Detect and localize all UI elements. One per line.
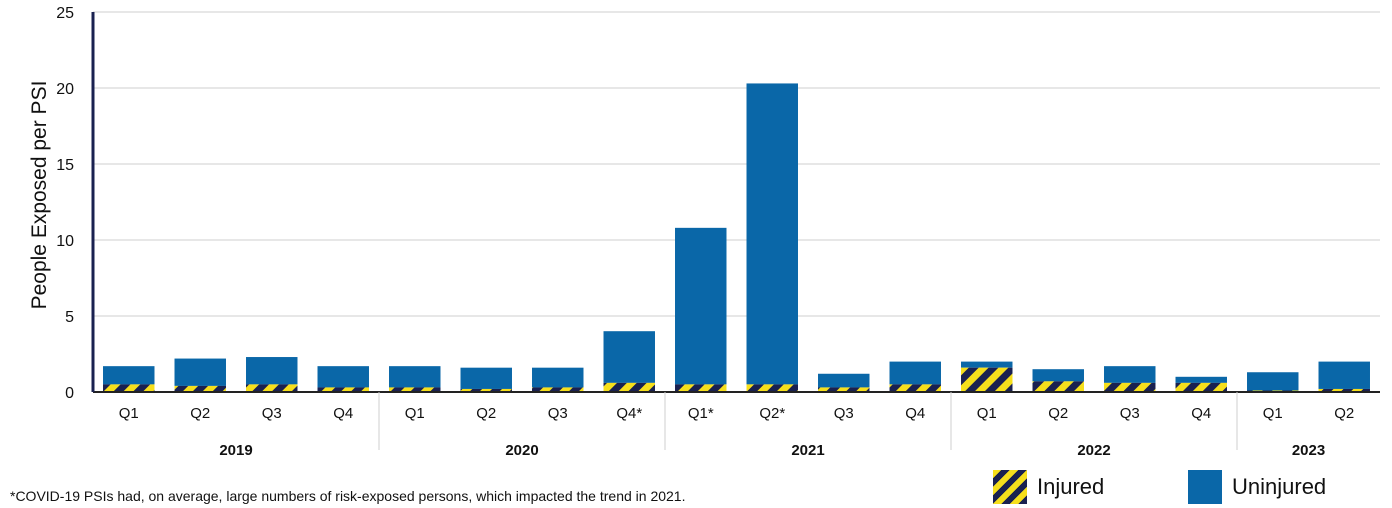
y-tick-label: 15 — [56, 157, 74, 174]
x-tick-label: Q3 — [548, 405, 568, 422]
bar-injured — [675, 384, 727, 392]
x-group-label: 2020 — [505, 442, 538, 459]
bar-uninjured — [1318, 361, 1370, 389]
x-group-label: 2019 — [219, 442, 252, 459]
x-tick-label: Q3 — [1120, 405, 1140, 422]
bar-uninjured — [746, 83, 798, 385]
x-tick-label: Q3 — [262, 405, 282, 422]
bar-injured — [460, 388, 512, 392]
bar-injured — [1032, 381, 1084, 392]
y-tick-label: 20 — [56, 81, 74, 98]
y-tick-label: 25 — [56, 5, 74, 22]
bar-uninjured — [174, 358, 226, 386]
bar-uninjured — [889, 361, 941, 385]
x-tick-label: Q3 — [834, 405, 854, 422]
bar-uninjured — [460, 367, 512, 389]
bar-uninjured — [818, 373, 870, 388]
bar-uninjured — [389, 366, 441, 388]
x-tick-label: Q4 — [333, 405, 353, 422]
bar-injured — [818, 387, 870, 392]
bar-uninjured — [675, 227, 727, 385]
legend-label-uninjured: Uninjured — [1232, 474, 1327, 499]
legend-injured: Injured — [993, 470, 1104, 504]
bar-injured — [317, 387, 369, 392]
uninjured-swatch — [1188, 470, 1222, 504]
y-axis-label: People Exposed per PSI — [28, 81, 51, 310]
x-tick-label: Q2 — [476, 405, 496, 422]
x-tick-label: Q1 — [1263, 405, 1283, 422]
y-tick-label: 10 — [56, 233, 74, 250]
bar-injured — [174, 385, 226, 392]
x-tick-label: Q2 — [1048, 405, 1068, 422]
x-tick-label: Q1* — [688, 405, 714, 422]
bar-uninjured — [961, 361, 1013, 368]
bar-injured — [1318, 388, 1370, 392]
bar-injured — [889, 384, 941, 392]
bar-uninjured — [317, 366, 369, 388]
x-tick-label: Q1 — [119, 405, 139, 422]
x-tick-label: Q4 — [1191, 405, 1211, 422]
footnote: *COVID-19 PSIs had, on average, large nu… — [10, 488, 686, 504]
bar-injured — [1175, 382, 1227, 392]
bar-injured — [961, 367, 1013, 392]
bar-injured — [103, 384, 155, 392]
legend-label-injured: Injured — [1037, 474, 1105, 499]
bar-injured — [1104, 382, 1156, 392]
bar-uninjured — [1247, 372, 1299, 391]
bar-uninjured — [603, 331, 655, 383]
bar-uninjured — [246, 357, 298, 385]
bar-uninjured — [103, 366, 155, 385]
x-tick-label: Q1 — [405, 405, 425, 422]
bar-injured — [603, 382, 655, 392]
bar-injured — [746, 384, 798, 392]
x-tick-label: Q2 — [190, 405, 210, 422]
x-tick-label: Q2 — [1334, 405, 1354, 422]
x-tick-label: Q4 — [905, 405, 925, 422]
bar-uninjured — [532, 367, 584, 388]
legend-uninjured: Uninjured — [1188, 470, 1326, 504]
x-tick-label: Q1 — [977, 405, 997, 422]
x-tick-label: Q2* — [759, 405, 785, 422]
y-tick-label: 5 — [65, 309, 74, 326]
x-group-label: 2022 — [1077, 442, 1110, 459]
x-group-label: 2021 — [791, 442, 824, 459]
x-group-label: 2023 — [1292, 442, 1325, 459]
bar-injured — [389, 387, 441, 392]
bar-uninjured — [1175, 376, 1227, 383]
bar-uninjured — [1104, 366, 1156, 383]
bar-injured — [246, 384, 298, 392]
bar-injured — [532, 387, 584, 392]
bar-uninjured — [1032, 369, 1084, 382]
x-tick-label: Q4* — [616, 405, 642, 422]
y-tick-label: 0 — [65, 385, 74, 402]
injured-swatch — [993, 470, 1027, 504]
